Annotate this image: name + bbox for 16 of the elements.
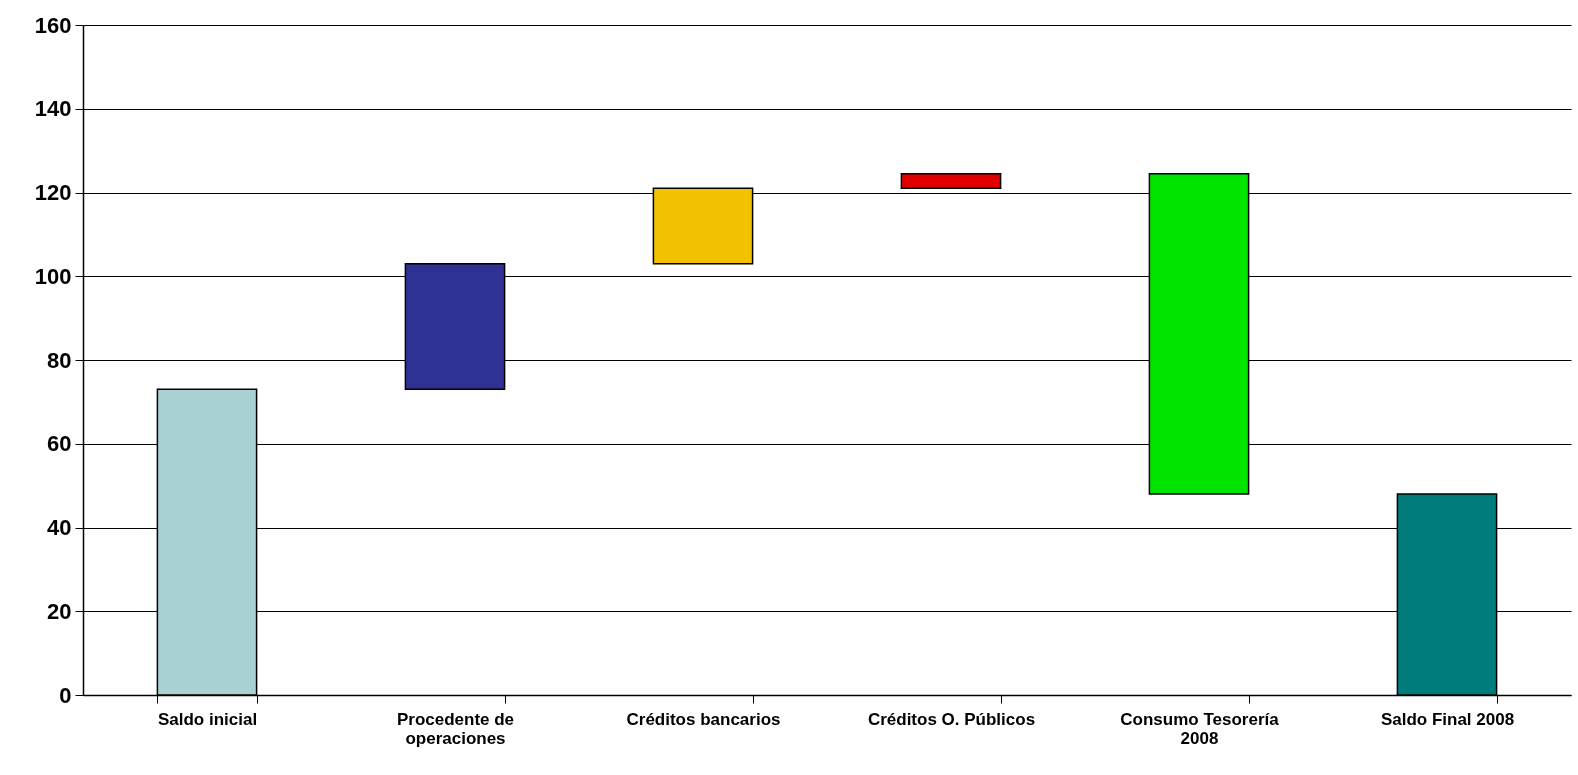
x-tick-label: Saldo inicial	[157, 709, 258, 729]
y-tick-label: 140	[34, 96, 72, 122]
y-tick-label: 120	[34, 180, 72, 205]
y-tick-label: 100	[34, 263, 72, 289]
y-tick-label: 80	[47, 347, 72, 373]
x-tick-label: Saldo Final 2008	[1380, 709, 1515, 729]
y-tick-label: 160	[34, 12, 72, 38]
x-tick-label: Créditos bancarios	[626, 709, 781, 729]
x-tick-label: Créditos O. Públicos	[867, 709, 1036, 729]
bar	[900, 172, 1002, 190]
y-tick-label: 20	[47, 598, 72, 624]
x-tick-label: Consumo Tesorería 2008	[1120, 709, 1280, 748]
y-tick-label: 40	[47, 515, 72, 540]
x-tick-label: Procedente de operaciones	[396, 709, 515, 748]
y-tick-label: 0	[59, 682, 72, 708]
y-tick-label: 60	[47, 431, 72, 457]
